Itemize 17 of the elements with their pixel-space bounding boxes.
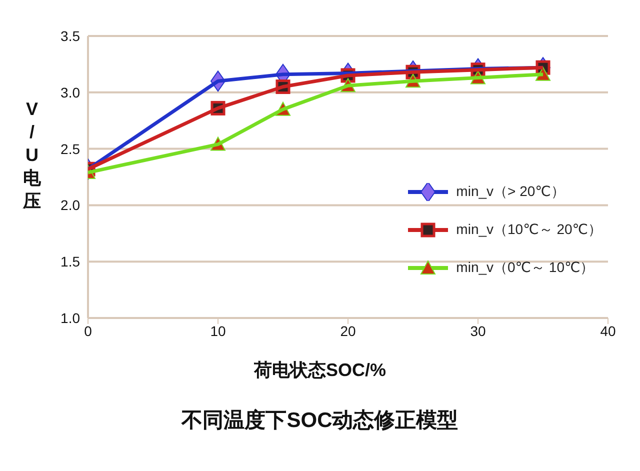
y-tick-label: 1.5 <box>60 254 80 270</box>
x-tick-label: 40 <box>600 322 616 339</box>
y-tick-label: 3.0 <box>60 84 80 100</box>
y-tick-label: 2.0 <box>60 197 80 214</box>
legend-label: min_v（> 20℃） <box>456 183 565 201</box>
x-tick-label: 20 <box>340 322 356 339</box>
y-axis-title: V/U电压 <box>22 98 42 213</box>
x-axis-title: 荷电状态SOC/% <box>252 359 387 382</box>
y-tick-label: 3.5 <box>60 28 80 44</box>
legend-label: min_v（0℃～ 10℃） <box>456 259 594 277</box>
legend-label: min_v（10℃～ 20℃） <box>456 221 602 239</box>
x-tick-label: 0 <box>84 322 92 339</box>
x-tick-label: 30 <box>470 322 486 339</box>
y-tick-label: 2.5 <box>60 140 80 157</box>
x-tick-label: 10 <box>210 322 226 339</box>
text: 不同温度下SOC动态修正模型 <box>180 408 460 434</box>
y-tick-label: 1.0 <box>60 310 80 326</box>
